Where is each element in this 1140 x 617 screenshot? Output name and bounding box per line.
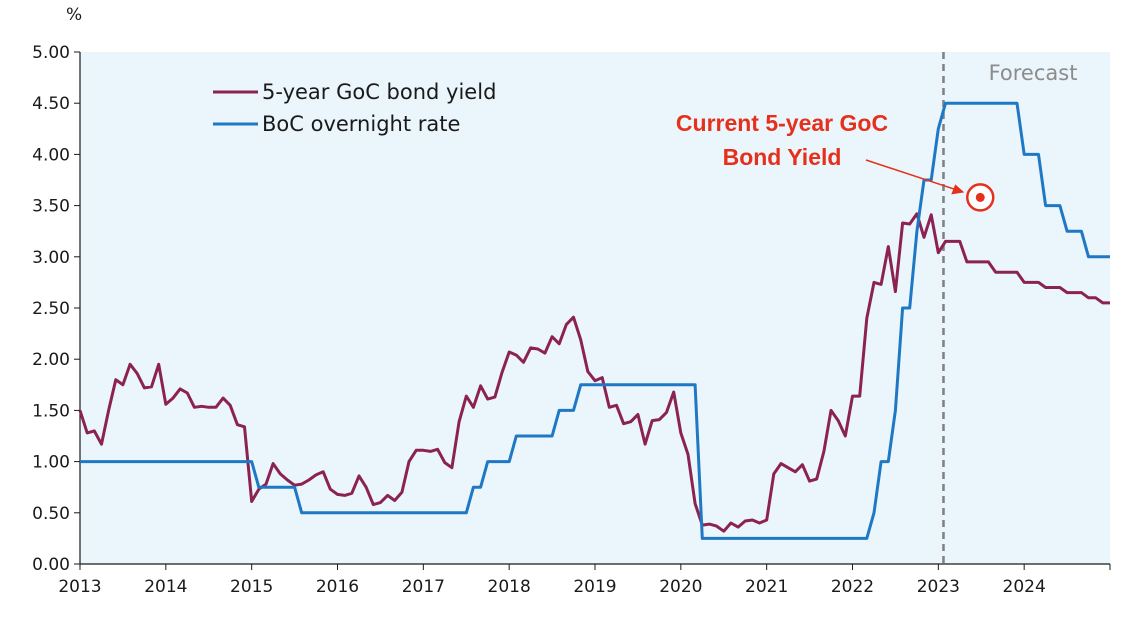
x-tick-label: 2015 xyxy=(230,577,273,597)
x-tick-label: 2020 xyxy=(659,577,702,597)
y-axis-unit-label: % xyxy=(66,5,82,25)
x-tick-label: 2016 xyxy=(316,577,359,597)
callout-text-line: Bond Yield xyxy=(723,144,842,170)
x-tick-label: 2013 xyxy=(58,577,101,597)
x-tick-label: 2024 xyxy=(1003,577,1046,597)
bond-yield-line xyxy=(78,212,1110,533)
y-tick-label: 4.00 xyxy=(32,145,70,165)
x-tick-label: 2014 xyxy=(144,577,187,597)
legend-label: BoC overnight rate xyxy=(262,112,460,136)
x-tick-label: 2023 xyxy=(917,577,960,597)
forecast-region: Forecast xyxy=(942,52,1078,564)
y-axis: 0.00 0.50 1.00 1.50 2.00 2.50 3.00 3.50 4.00 4.50… xyxy=(32,43,81,575)
callout-text-line: Current 5-year GoC xyxy=(676,110,888,136)
y-tick-label: 3.50 xyxy=(32,197,70,217)
y-tick-label: 1.00 xyxy=(32,453,70,473)
legend: 5-year GoC bond yield BoC overnight rate xyxy=(213,80,496,136)
y-tick-label: 2.50 xyxy=(32,299,70,319)
legend-label: 5-year GoC bond yield xyxy=(262,80,496,104)
callout-arrow-head xyxy=(951,184,965,195)
series-lines xyxy=(78,101,1110,540)
y-tick-label: 4.50 xyxy=(32,94,70,114)
y-tick-label: 3.00 xyxy=(32,248,70,268)
y-tick-label: 0.00 xyxy=(32,555,70,575)
y-tick-label: 2.00 xyxy=(32,350,70,370)
y-tick-label: 5.00 xyxy=(32,43,70,63)
x-axis: 2013 2014 2015 2016 2017 2018 2019 2020 2021 2022… xyxy=(58,563,1111,597)
overnight-rate-line xyxy=(80,101,1110,540)
y-tick-label: 1.50 xyxy=(32,401,70,421)
x-tick-label: 2019 xyxy=(573,577,616,597)
x-tick-label: 2021 xyxy=(745,577,788,597)
callout-arrow-line xyxy=(865,159,959,192)
y-tick-label: 0.50 xyxy=(32,504,70,524)
x-tick-label: 2018 xyxy=(488,577,531,597)
forecast-label: Forecast xyxy=(989,61,1078,85)
callout-annotation: Current 5-year GoC Bond Yield xyxy=(676,110,995,212)
x-tick-label: 2017 xyxy=(402,577,445,597)
plot-background xyxy=(80,52,1110,564)
x-tick-label: 2022 xyxy=(831,577,874,597)
callout-target-dot xyxy=(975,192,985,202)
